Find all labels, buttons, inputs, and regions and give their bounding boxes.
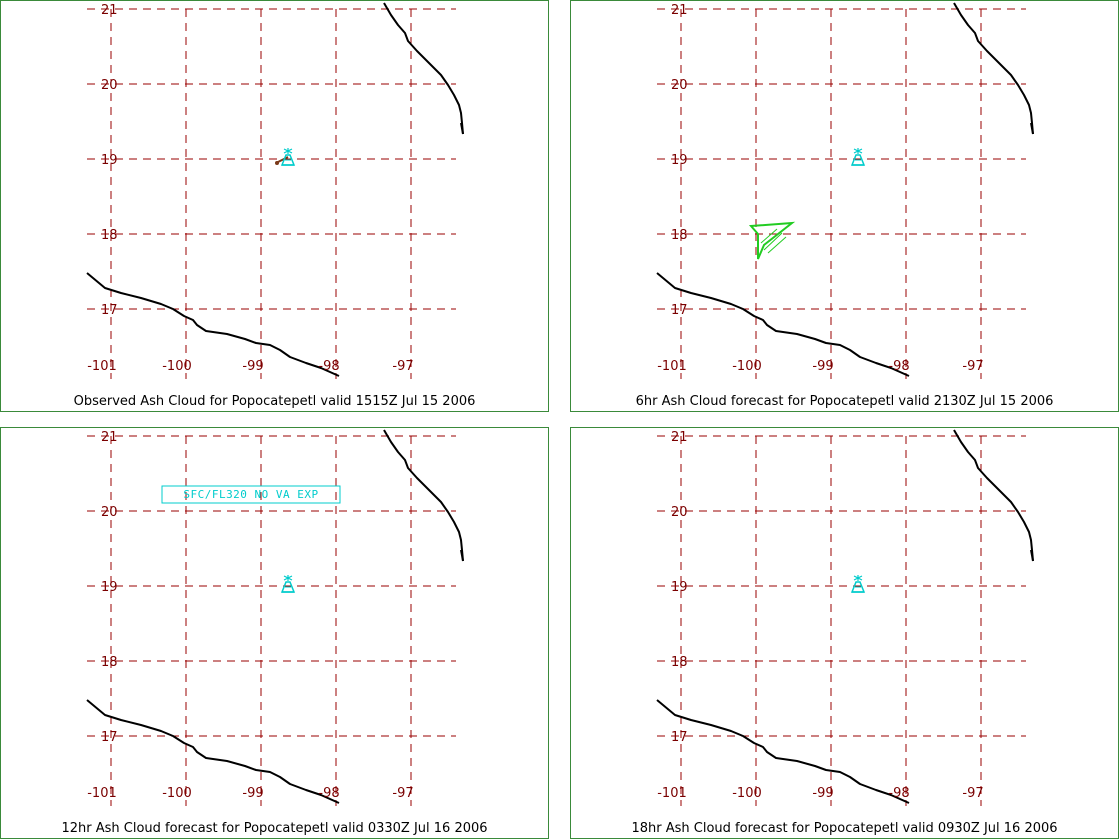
longitude-label: -100 — [732, 786, 762, 801]
panel-caption: Observed Ash Cloud for Popocatepetl vali… — [73, 394, 476, 409]
text-box-label: SFC/FL320 NO VA EXP — [183, 488, 318, 501]
volcano-eruption — [853, 575, 863, 581]
map-panel-18hr-forecast: 21 20 19 18 17 -101 -100 -99 -98 -97 18hr Ash Clo… — [570, 427, 1119, 839]
lat-lon-grid — [657, 435, 1026, 806]
coastline-gulf — [953, 429, 1034, 562]
latitude-label: 17 — [671, 303, 688, 318]
longitude-label: -98 — [318, 359, 339, 374]
volcano-icon — [280, 148, 296, 166]
volcano-icon — [850, 148, 866, 166]
no-ash-text-box: SFC/FL320 NO VA EXP — [161, 485, 341, 504]
coastline-gulf-tip — [1030, 549, 1034, 562]
latitude-label: 21 — [671, 430, 688, 445]
latitude-label: 18 — [101, 655, 118, 670]
longitude-label: -100 — [732, 359, 762, 374]
coastline-pacific — [656, 699, 910, 804]
panel-caption: 18hr Ash Cloud forecast for Popocatepetl… — [631, 821, 1058, 836]
latitude-label: 19 — [101, 153, 118, 168]
coastline-gulf — [383, 2, 464, 135]
coastline-gulf-tip — [460, 122, 464, 135]
longitude-label: -98 — [318, 786, 339, 801]
coastline-pacific — [656, 272, 910, 377]
map-canvas: 21 20 19 18 17 -101 -100 -99 -98 -97 SFC/FL320 NO … — [86, 429, 464, 806]
longitude-label: -99 — [242, 359, 263, 374]
ash-hatch — [767, 236, 787, 254]
longitude-label: -97 — [962, 786, 983, 801]
coastline-gulf-tip — [460, 549, 464, 562]
latitude-label: 17 — [101, 303, 118, 318]
panel-caption: 6hr Ash Cloud forecast for Popocatepetl … — [635, 394, 1054, 409]
coastline-pacific — [86, 272, 340, 377]
latitude-label: 17 — [101, 730, 118, 745]
ash-cloud-polygon — [748, 221, 796, 260]
latitude-label: 17 — [671, 730, 688, 745]
ash-polygon-outline — [748, 221, 796, 260]
text-box-frame — [161, 485, 341, 504]
volcano-icon — [280, 575, 296, 593]
longitude-label: -97 — [392, 786, 413, 801]
map-canvas: 21 20 19 18 17 -101 -100 -99 -98 -97 — [86, 2, 464, 379]
ash-hatch — [763, 232, 783, 251]
latitude-label: 21 — [671, 3, 688, 18]
plume-point — [275, 161, 279, 165]
latitude-label: 20 — [671, 505, 688, 520]
lat-lon-grid — [87, 8, 456, 379]
latitude-label: 19 — [101, 580, 118, 595]
coastline-gulf — [383, 429, 464, 562]
map-panel-6hr-forecast: 21 20 19 18 17 -101 -100 -99 -98 -97 6hr Ash Clou… — [570, 0, 1119, 412]
coastline-gulf-tip — [1030, 122, 1034, 135]
longitude-label: -99 — [812, 786, 833, 801]
latitude-label: 19 — [671, 153, 688, 168]
volcano-eruption — [283, 575, 293, 581]
longitude-label: -98 — [888, 359, 909, 374]
lat-lon-grid — [657, 8, 1026, 379]
latitude-label: 18 — [671, 655, 688, 670]
map-panel-12hr-forecast: 21 20 19 18 17 -101 -100 -99 -98 -97 SFC/FL320 NO … — [0, 427, 549, 839]
longitude-label: -100 — [162, 359, 192, 374]
latitude-label: 18 — [671, 228, 688, 243]
panel-caption: 12hr Ash Cloud forecast for Popocatepetl… — [61, 821, 488, 836]
map-panel-observed: 21 20 19 18 17 -101 -100 -99 -98 -97 Observed Ash… — [0, 0, 549, 412]
volcano-eruption — [853, 148, 863, 154]
ash-hatch — [760, 228, 778, 244]
latitude-label: 20 — [671, 78, 688, 93]
longitude-label: -97 — [962, 359, 983, 374]
longitude-label: -101 — [87, 786, 117, 801]
longitude-label: -100 — [162, 786, 192, 801]
latitude-label: 21 — [101, 3, 118, 18]
longitude-label: -101 — [657, 786, 687, 801]
latitude-label: 20 — [101, 78, 118, 93]
longitude-label: -101 — [657, 359, 687, 374]
map-canvas: 21 20 19 18 17 -101 -100 -99 -98 -97 — [656, 429, 1034, 806]
latitude-label: 20 — [101, 505, 118, 520]
volcano-eruption — [283, 148, 293, 154]
map-canvas: 21 20 19 18 17 -101 -100 -99 -98 -97 — [656, 2, 1034, 379]
latitude-label: 18 — [101, 228, 118, 243]
latitude-label: 19 — [671, 580, 688, 595]
longitude-label: -99 — [242, 786, 263, 801]
volcano-icon — [850, 575, 866, 593]
coastline-pacific — [86, 699, 340, 804]
longitude-label: -99 — [812, 359, 833, 374]
longitude-label: -101 — [87, 359, 117, 374]
longitude-label: -98 — [888, 786, 909, 801]
coastline-gulf — [953, 2, 1034, 135]
latitude-label: 21 — [101, 430, 118, 445]
longitude-label: -97 — [392, 359, 413, 374]
